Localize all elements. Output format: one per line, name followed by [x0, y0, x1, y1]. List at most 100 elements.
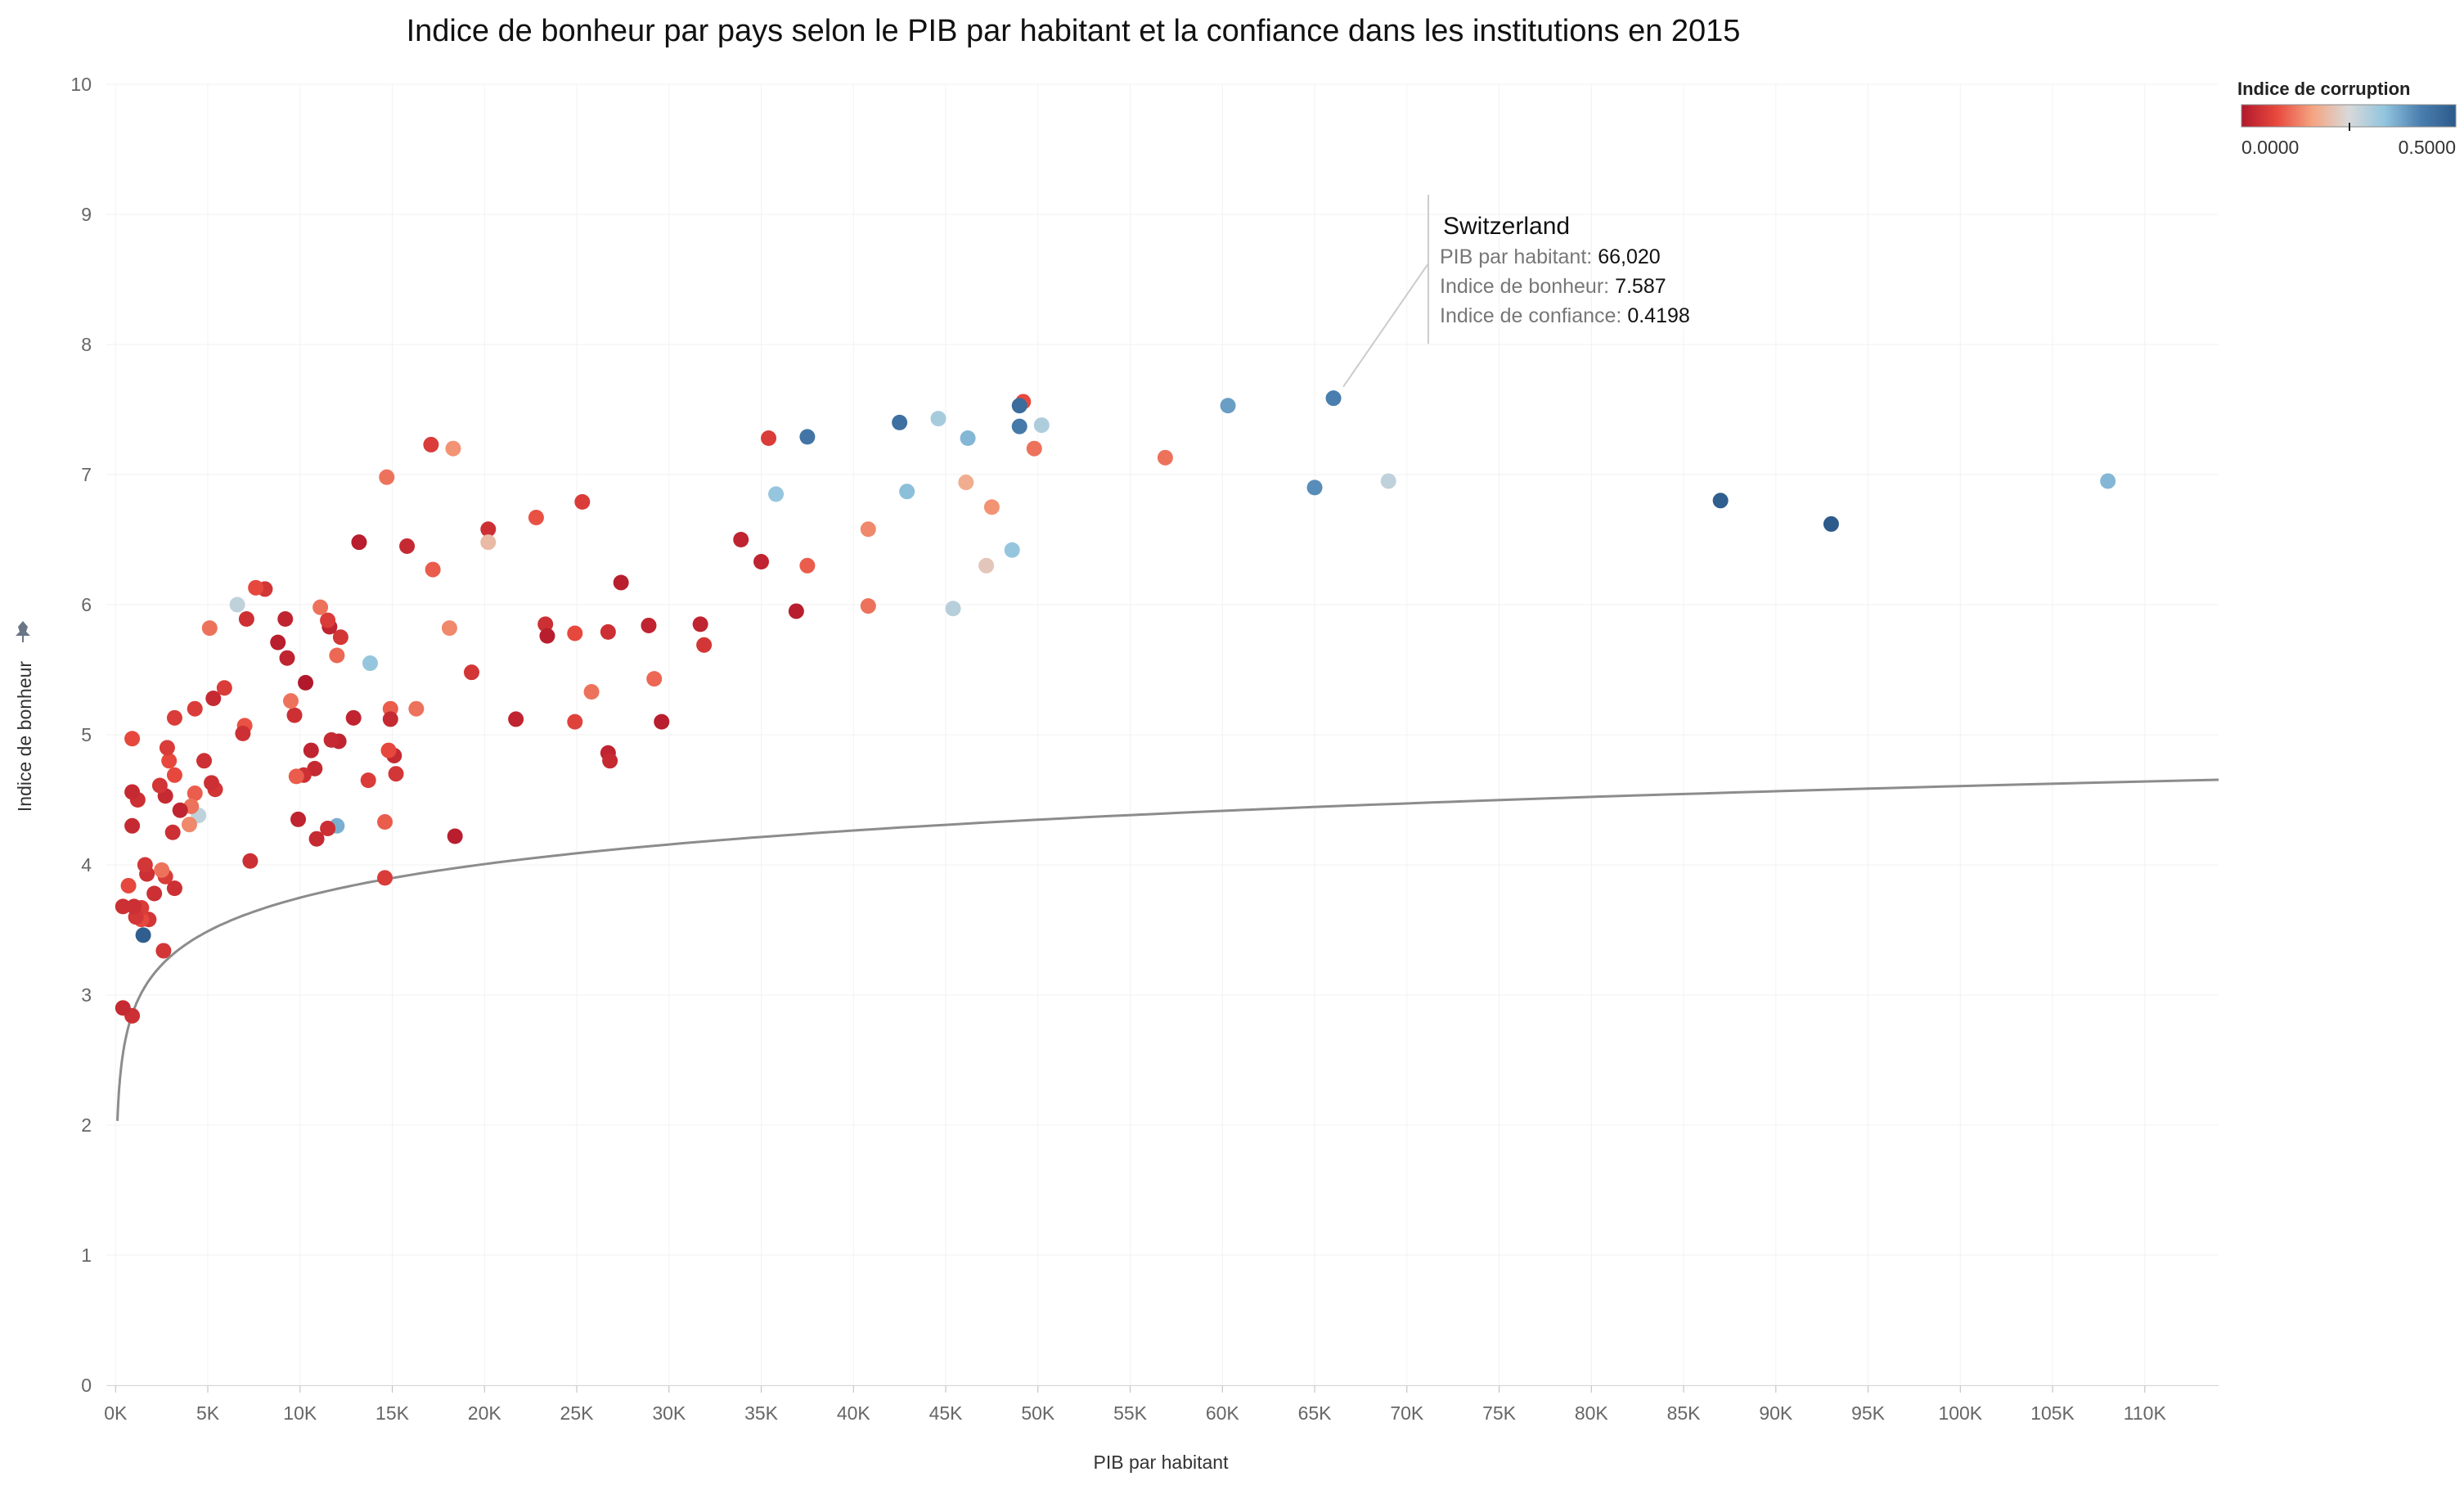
data-point: [447, 828, 463, 844]
data-point: [539, 628, 555, 644]
data-point: [567, 713, 583, 730]
data-point: [166, 880, 182, 897]
data-point: [574, 493, 591, 510]
y-axis-label: Indice de bonheur: [14, 661, 35, 812]
data-point: [399, 538, 416, 554]
grid-lines: [106, 83, 2219, 1386]
data-point: [692, 616, 708, 632]
data-point: [799, 429, 816, 445]
data-point: [733, 532, 749, 547]
x-tick-label: 10K: [283, 1402, 317, 1424]
data-point: [1220, 398, 1236, 414]
data-point: [320, 612, 336, 628]
x-tick-label: 75K: [1482, 1402, 1517, 1424]
data-point: [696, 637, 713, 653]
data-point: [124, 817, 141, 834]
data-point: [238, 610, 254, 627]
data-point: [135, 927, 151, 943]
x-tick-label: 25K: [560, 1402, 595, 1424]
data-point: [196, 753, 213, 769]
data-point: [445, 440, 461, 457]
data-point: [242, 853, 259, 869]
data-point: [204, 775, 220, 791]
data-point: [1380, 473, 1396, 489]
x-tick-label: 0K: [104, 1402, 128, 1424]
data-point: [860, 521, 876, 538]
legend-title: Indice de corruption: [2237, 79, 2410, 99]
data-point: [298, 674, 314, 691]
data-point: [613, 574, 629, 591]
data-point: [288, 768, 304, 785]
data-point: [159, 740, 175, 756]
data-point: [1011, 418, 1027, 434]
data-point: [602, 753, 618, 769]
data-point: [463, 664, 479, 681]
annotation-leader-line: [1342, 263, 1429, 388]
data-point: [362, 655, 378, 672]
data-point: [137, 857, 153, 873]
data-points: [115, 390, 2116, 1024]
data-point: [646, 671, 663, 687]
annotation-line-gdp: PIB par habitant: 66,020: [1440, 245, 1661, 268]
x-tick-label: 30K: [652, 1402, 686, 1424]
x-axis-label: PIB par habitant: [1094, 1452, 1230, 1473]
data-point: [480, 521, 497, 538]
data-point: [899, 484, 915, 500]
data-point: [380, 742, 397, 759]
data-point: [930, 411, 946, 427]
annotation-title: Switzerland: [1443, 213, 1570, 240]
x-tick-label: 105K: [2030, 1402, 2075, 1424]
x-tick-label: 90K: [1759, 1402, 1793, 1424]
data-point: [377, 870, 393, 886]
data-point: [181, 817, 197, 833]
x-tick-label: 5K: [196, 1402, 220, 1424]
x-tick-label: 70K: [1390, 1402, 1424, 1424]
data-point: [155, 943, 172, 959]
data-point: [235, 725, 251, 741]
data-point: [161, 753, 178, 769]
data-point: [788, 603, 804, 619]
data-point: [270, 634, 286, 650]
axes: [106, 1385, 2219, 1393]
data-point: [279, 650, 295, 666]
data-point: [1823, 515, 1839, 532]
data-point: [1325, 390, 1342, 407]
data-point: [600, 623, 616, 640]
y-tick-label: 10: [70, 74, 92, 95]
data-point: [978, 557, 995, 574]
x-tick-label: 110K: [2124, 1402, 2167, 1424]
data-point: [799, 557, 816, 574]
data-point: [537, 616, 554, 632]
data-point: [229, 596, 245, 613]
trend-line-layer: [116, 778, 2219, 1122]
data-point: [187, 786, 203, 802]
y-tick-label: 0: [81, 1375, 92, 1396]
data-point: [166, 767, 182, 783]
data-point: [480, 534, 497, 551]
data-point: [360, 772, 376, 789]
x-tick-label: 85K: [1667, 1402, 1702, 1424]
pin-icon[interactable]: [16, 621, 30, 642]
data-point: [983, 499, 1000, 515]
data-point: [312, 599, 329, 615]
y-tick-label: 7: [81, 464, 92, 485]
data-point: [166, 709, 182, 726]
data-point: [388, 766, 404, 782]
data-point: [958, 475, 974, 491]
data-point: [126, 898, 142, 915]
annotation-line-trust: Indice de confiance: 0.4198: [1440, 304, 1690, 327]
y-tick-label: 1: [81, 1245, 92, 1266]
data-point: [124, 731, 141, 747]
chart-title: Indice de bonheur par pays selon le PIB …: [407, 14, 1741, 48]
data-point: [768, 486, 785, 502]
data-point: [2100, 473, 2116, 489]
data-point: [345, 709, 362, 726]
color-legend[interactable]: Indice de corruption 0.0000 0.5000: [2237, 79, 2457, 158]
data-point: [567, 625, 583, 641]
x-tick-label: 20K: [468, 1402, 502, 1424]
data-point: [151, 777, 168, 794]
data-point: [124, 784, 141, 800]
x-tick-label: 40K: [837, 1402, 871, 1424]
